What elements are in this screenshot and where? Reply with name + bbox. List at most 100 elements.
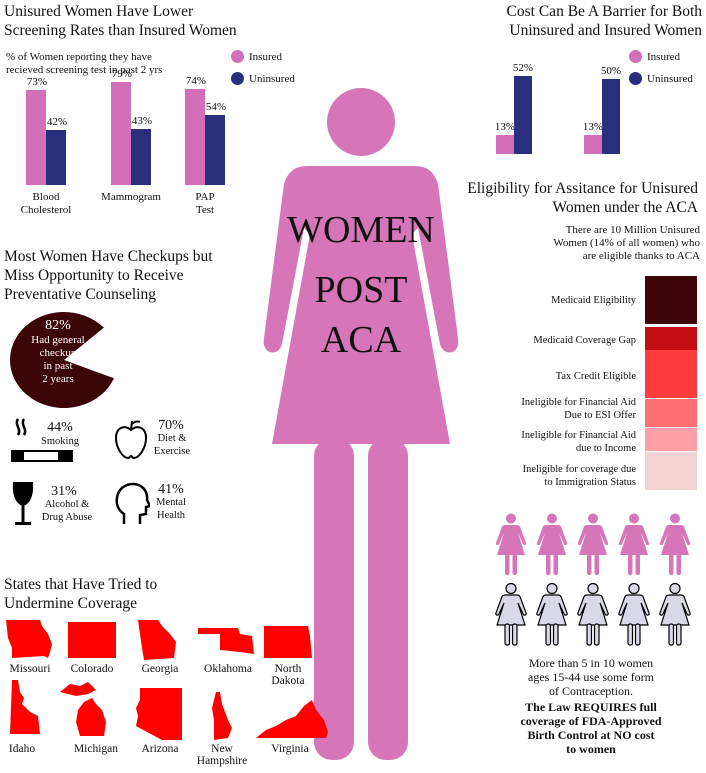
smoking-pct: 44% [47, 420, 73, 435]
north-dakota-shape-icon [264, 626, 312, 658]
legend-uninsured-dot [231, 72, 244, 85]
woman-outline-icon [536, 583, 568, 646]
state-virginia: Virginia [271, 743, 309, 755]
head-icon [115, 482, 150, 524]
cost-title: Cost Can Be A Barrier for Both Uninsured… [506, 3, 702, 39]
screening-category-label: Mammogram [101, 191, 161, 203]
new-hampshire-shape-icon [212, 692, 232, 740]
woman-pink-icon [659, 513, 691, 575]
screening-data-label: 74% [185, 74, 207, 87]
eligibility-label: Ineligible for coverage due to Immigratio… [522, 464, 636, 488]
screening-category-label: PAP Test [195, 191, 215, 216]
woman-outline-icon [618, 583, 650, 646]
state-michigan: Michigan [73, 743, 119, 755]
center-title: WOMEN POST ACA [287, 209, 435, 361]
state-new-hampshire: New Hampshire [196, 743, 248, 767]
eligibility-label: Ineligible for Financial Aid Due to ESI O… [521, 397, 636, 421]
cost-legend-insured-dot [629, 50, 642, 63]
screening-bar-chart: 73% 42% Blood Cholesterol 79% 43% Mammogram 74%… [0, 68, 260, 230]
contraception-text: More than 5 in 10 women ages 15-44 use s… [520, 656, 662, 756]
screening-category-label: Blood Cholesterol [20, 191, 72, 216]
cost-data-label: 13% [582, 120, 604, 133]
woman-outline-icon [495, 583, 527, 646]
wine-glass-icon [12, 482, 34, 525]
state-oklahoma: Oklahoma [204, 663, 252, 675]
virginia-shape-icon [256, 700, 328, 738]
screening-title: Unisured Women Have Lower Screening Rate… [4, 3, 237, 39]
state-georgia: Georgia [141, 663, 179, 675]
screening-data-label: 73% [26, 76, 48, 89]
idaho-shape-icon [10, 680, 40, 734]
arizona-shape-icon [136, 688, 182, 740]
apple-icon [114, 420, 148, 460]
state-idaho: Idaho [8, 743, 36, 755]
cost-bar-insured [496, 134, 514, 154]
screening-bar-insured [185, 88, 205, 185]
cost-bar-uninsured [602, 79, 620, 154]
eligibility-label: Medicaid Coverage Gap [533, 335, 636, 346]
screening-data-label: 43% [131, 115, 153, 128]
eligibility-label: Medicaid Eligibility [551, 295, 636, 306]
woman-outline-icon [659, 583, 691, 646]
state-colorado: Colorado [70, 663, 114, 675]
eligibility-segment [645, 276, 697, 324]
pie-slice-checkup [10, 312, 114, 408]
cost-data-label: 52% [512, 62, 534, 74]
missouri-shape-icon [6, 620, 52, 658]
michigan-shape-icon [60, 682, 106, 736]
screening-bar-insured [111, 82, 131, 185]
checkups-title: Most Women Have Checkups but Miss Opport… [4, 248, 213, 303]
screening-data-label: 79% [111, 68, 133, 81]
screening-data-label: 42% [46, 116, 68, 129]
screening-bar-uninsured [46, 130, 66, 185]
mental-pct: 41% [158, 482, 184, 497]
woman-pink-icon [577, 513, 609, 575]
screening-bar-uninsured [131, 129, 151, 185]
mental-label: Mental Health [156, 497, 186, 521]
woman-pink-icon [495, 513, 527, 575]
woman-pink-icon [536, 513, 568, 575]
screening-subtitle: % of Women reporting they have recieved … [6, 51, 163, 76]
georgia-shape-icon [138, 620, 176, 660]
cost-legend-uninsured-dot [629, 72, 642, 85]
cost-bar-chart: 13% 52% 13% 50% [480, 60, 640, 160]
cost-data-label: 13% [494, 120, 516, 133]
alcohol-pct: 31% [51, 484, 77, 499]
state-missouri: Missouri [9, 663, 51, 675]
states-title: States that Have Tried to Undermine Cove… [4, 576, 158, 612]
state-north-dakota: North Dakota [271, 663, 305, 687]
diet-label: Diet & Exercise [153, 433, 191, 457]
oklahoma-shape-icon [198, 628, 254, 654]
colorado-shape-icon [68, 622, 116, 658]
alcohol-label: Alcohol & Drug Abuse [41, 499, 93, 523]
cost-bar-insured [584, 134, 602, 154]
state-arizona: Arizona [141, 743, 179, 755]
smoking-icon [11, 418, 73, 462]
eligibility-segment [645, 428, 697, 451]
screening-data-label: 54% [205, 100, 227, 113]
cost-legend-uninsured-label: Uninsured [647, 73, 693, 85]
eligibility-segment [645, 399, 697, 427]
woman-figure-icon [263, 88, 459, 760]
eligibility-label: Tax Credit Eligible [555, 371, 636, 382]
eligibility-segment [645, 350, 697, 398]
cost-bar-uninsured [514, 76, 532, 154]
eligibility-intro: There are 10 Million Unisured Women (14%… [553, 224, 700, 262]
eligibility-label: Ineligible for Financial Aid due to Incom… [521, 430, 636, 454]
legend-insured-dot [231, 50, 244, 63]
legend-uninsured-label: Uninsured [249, 73, 295, 85]
diet-pct: 70% [158, 418, 184, 433]
eligibility-segment [645, 452, 697, 490]
woman-pink-icon [618, 513, 650, 575]
screening-bar-uninsured [205, 114, 225, 185]
legend-insured-label: Insured [249, 51, 282, 63]
eligibility-title: Eligibility for Assitance for Unisured W… [467, 180, 698, 216]
woman-outline-icon [577, 583, 609, 646]
cost-data-label: 50% [600, 65, 622, 77]
eligibility-segment [645, 327, 697, 350]
checkup-pie-chart [10, 312, 114, 408]
smoking-label: Smoking [41, 436, 79, 447]
screening-bar-insured [26, 90, 46, 185]
pie-label: 82% Had general checkup in past 2 years [31, 318, 85, 385]
cost-legend-insured-label: Insured [647, 51, 680, 63]
